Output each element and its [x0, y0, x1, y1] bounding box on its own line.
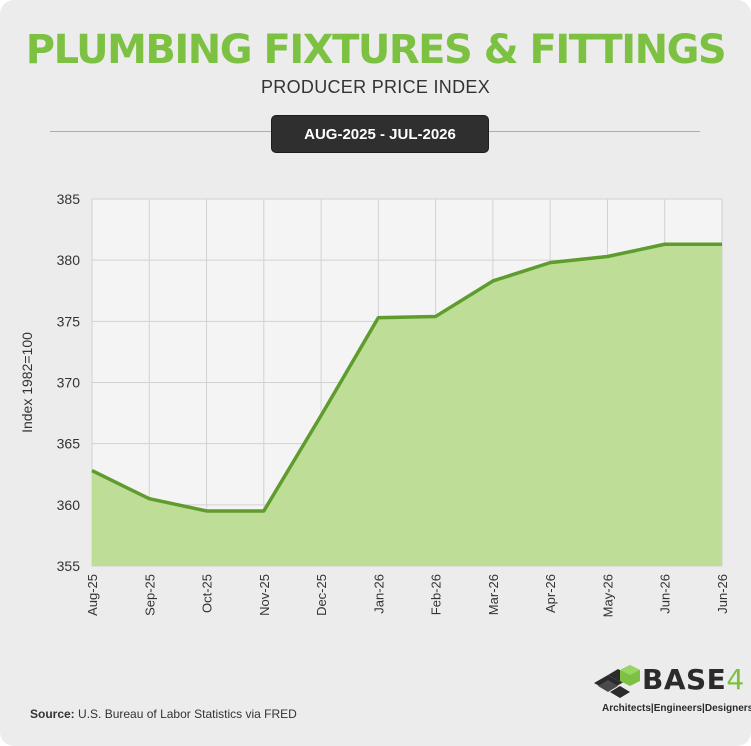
- logo-tagline: Architects|Engineers|Designers: [602, 703, 751, 714]
- chart-subtitle: PRODUCER PRICE INDEX: [260, 77, 491, 97]
- logo-wordmark-number: 4: [726, 663, 745, 696]
- x-axis-ticks: Aug-25 Sep-25 Oct-25 Nov-25 Dec-25 Jan-26 Feb-…: [85, 574, 730, 617]
- y-tick-label: 365: [57, 436, 81, 452]
- hexagon-logo-icon: [594, 665, 640, 698]
- area-fill: [92, 244, 722, 566]
- logo-wordmark: BASE4: [642, 664, 745, 696]
- x-tick-label: Jun-26: [715, 574, 730, 614]
- x-tick-label: Nov-25: [257, 574, 272, 616]
- ppi-area-chart: 355 360 365 370 375 380 385 Aug-25 Sep-25 Oct-25…: [19, 191, 730, 617]
- date-range-badge: AUG-2025 - JUL-2026: [271, 115, 489, 153]
- y-axis-ticks: 355 360 365 370 375 380 385: [57, 191, 81, 574]
- y-tick-label: 360: [57, 497, 81, 513]
- x-tick-label: May-26: [600, 574, 615, 617]
- logo-wordmark-text: BASE: [642, 663, 727, 696]
- x-tick-label: Sep-25: [142, 574, 157, 616]
- x-tick-label: Feb-26: [429, 574, 444, 615]
- y-tick-label: 355: [57, 558, 81, 574]
- x-tick-label: Oct-25: [200, 574, 215, 613]
- series-line: [91, 242, 722, 513]
- x-tick-label: Dec-25: [314, 574, 329, 616]
- source-note: Source: U.S. Bureau of Labor Statistics …: [30, 707, 297, 721]
- x-tick-label: Jun-26: [658, 574, 673, 614]
- base4-logo: BASE4 Architects|Engineers|Designers: [590, 662, 751, 718]
- x-tick-label: Jan-26: [371, 574, 386, 614]
- source-text: U.S. Bureau of Labor Statistics via FRED: [78, 707, 297, 721]
- x-tick-label: Mar-26: [486, 574, 501, 615]
- x-tick-label: Aug-25: [85, 574, 100, 616]
- y-tick-label: 380: [57, 252, 81, 268]
- y-tick-label: 385: [57, 191, 81, 207]
- chart-title: PLUMBING FIXTURES & FITTINGS: [25, 27, 727, 73]
- x-tick-label: Apr-26: [543, 574, 558, 613]
- y-tick-label: 375: [57, 313, 81, 329]
- source-label: Source:: [30, 707, 75, 721]
- y-tick-label: 370: [57, 375, 81, 391]
- y-axis-label: Index 1982=100: [19, 332, 35, 433]
